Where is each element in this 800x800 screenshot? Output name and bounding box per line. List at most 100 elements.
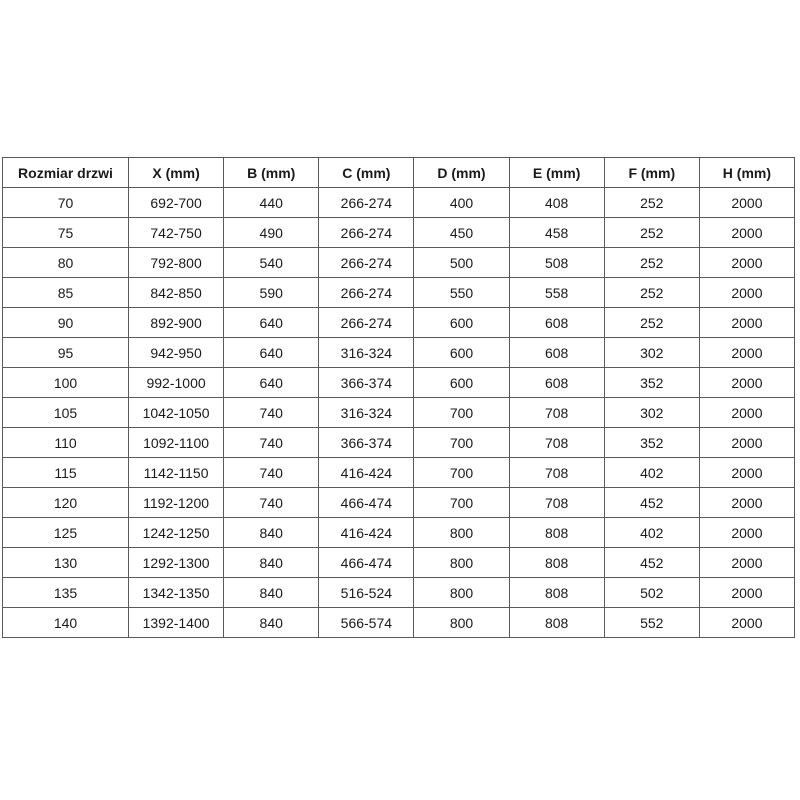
table-row: 115 1142-1150 740 416-424 700 708 402 2000	[2, 457, 796, 488]
table-cell: 608	[508, 337, 605, 368]
table-cell: 808	[508, 517, 605, 548]
table-cell: 352	[603, 427, 700, 458]
table-cell: 105	[2, 397, 129, 428]
table-cell: 490	[223, 217, 320, 248]
table-cell: 2000	[698, 337, 796, 368]
table-cell: 800	[413, 607, 510, 638]
table-cell: 252	[603, 277, 700, 308]
table-cell: 2000	[698, 307, 796, 338]
table-row: 135 1342-1350 840 516-524 800 808 502 2000	[2, 577, 796, 608]
table-cell: 402	[603, 457, 700, 488]
table-cell: 840	[223, 577, 320, 608]
table-cell: 502	[603, 577, 700, 608]
table-cell: 600	[413, 337, 510, 368]
table-cell: 540	[223, 247, 320, 278]
table-cell: 1292-1300	[127, 547, 225, 578]
table-cell: 75	[2, 217, 129, 248]
table-row: 100 992-1000 640 366-374 600 608 352 2000	[2, 367, 796, 398]
table-cell: 800	[413, 547, 510, 578]
table-cell: 2000	[698, 187, 796, 218]
table-cell: 692-700	[127, 187, 225, 218]
table-cell: 2000	[698, 487, 796, 518]
table-cell: 792-800	[127, 247, 225, 278]
table-cell: 266-274	[318, 277, 415, 308]
table-cell: 1242-1250	[127, 517, 225, 548]
table-cell: 130	[2, 547, 129, 578]
table-cell: 608	[508, 367, 605, 398]
table-cell: 458	[508, 217, 605, 248]
table-cell: 80	[2, 247, 129, 278]
table-cell: 590	[223, 277, 320, 308]
column-header: D (mm)	[413, 157, 510, 188]
table-cell: 740	[223, 397, 320, 428]
table-cell: 558	[508, 277, 605, 308]
table-cell: 2000	[698, 517, 796, 548]
table-row: 110 1092-1100 740 366-374 700 708 352 2000	[2, 427, 796, 458]
table-cell: 266-274	[318, 247, 415, 278]
table-cell: 85	[2, 277, 129, 308]
table-cell: 1042-1050	[127, 397, 225, 428]
table-cell: 416-424	[318, 517, 415, 548]
table-cell: 808	[508, 577, 605, 608]
table-cell: 266-274	[318, 307, 415, 338]
table-cell: 400	[413, 187, 510, 218]
table-cell: 366-374	[318, 427, 415, 458]
table-cell: 1092-1100	[127, 427, 225, 458]
table-row: 125 1242-1250 840 416-424 800 808 402 2000	[2, 517, 796, 548]
table-cell: 266-274	[318, 217, 415, 248]
table-cell: 740	[223, 457, 320, 488]
table-cell: 266-274	[318, 187, 415, 218]
table-cell: 440	[223, 187, 320, 218]
table-cell: 95	[2, 337, 129, 368]
column-header: E (mm)	[508, 157, 605, 188]
column-header: Rozmiar drzwi	[2, 157, 129, 188]
table-cell: 450	[413, 217, 510, 248]
table-cell: 1392-1400	[127, 607, 225, 638]
table-cell: 800	[413, 577, 510, 608]
table-cell: 608	[508, 307, 605, 338]
table-cell: 252	[603, 307, 700, 338]
table-cell: 808	[508, 547, 605, 578]
table-cell: 366-374	[318, 367, 415, 398]
table-cell: 408	[508, 187, 605, 218]
table-cell: 700	[413, 427, 510, 458]
table-cell: 2000	[698, 247, 796, 278]
table-cell: 640	[223, 337, 320, 368]
table-body: 70 692-700 440 266-274 400 408 252 2000 75 742-75…	[2, 187, 796, 638]
table-cell: 252	[603, 217, 700, 248]
table-cell: 2000	[698, 217, 796, 248]
table-cell: 516-524	[318, 577, 415, 608]
table-row: 75 742-750 490 266-274 450 458 252 2000	[2, 217, 796, 248]
table-cell: 90	[2, 307, 129, 338]
table-cell: 115	[2, 457, 129, 488]
table-cell: 466-474	[318, 547, 415, 578]
table-row: 70 692-700 440 266-274 400 408 252 2000	[2, 187, 796, 218]
table-cell: 1142-1150	[127, 457, 225, 488]
table-cell: 808	[508, 607, 605, 638]
table-cell: 740	[223, 487, 320, 518]
table-cell: 452	[603, 547, 700, 578]
table-cell: 700	[413, 487, 510, 518]
column-header: F (mm)	[603, 157, 700, 188]
table-cell: 842-850	[127, 277, 225, 308]
column-header: H (mm)	[698, 157, 796, 188]
table-cell: 416-424	[318, 457, 415, 488]
table-cell: 840	[223, 517, 320, 548]
table-cell: 2000	[698, 427, 796, 458]
table-header: Rozmiar drzwi X (mm) B (mm) C (mm) D (mm) E (…	[2, 157, 796, 188]
table-row: 140 1392-1400 840 566-574 800 808 552 2000	[2, 607, 796, 638]
column-header: B (mm)	[223, 157, 320, 188]
column-header: X (mm)	[127, 157, 225, 188]
table-cell: 302	[603, 337, 700, 368]
table-row: 85 842-850 590 266-274 550 558 252 2000	[2, 277, 796, 308]
table-cell: 140	[2, 607, 129, 638]
table-cell: 2000	[698, 277, 796, 308]
table-row: 105 1042-1050 740 316-324 700 708 302 2000	[2, 397, 796, 428]
table-cell: 1192-1200	[127, 487, 225, 518]
table-cell: 452	[603, 487, 700, 518]
table-cell: 550	[413, 277, 510, 308]
table-cell: 700	[413, 457, 510, 488]
table-cell: 640	[223, 307, 320, 338]
table-cell: 552	[603, 607, 700, 638]
table-cell: 600	[413, 307, 510, 338]
